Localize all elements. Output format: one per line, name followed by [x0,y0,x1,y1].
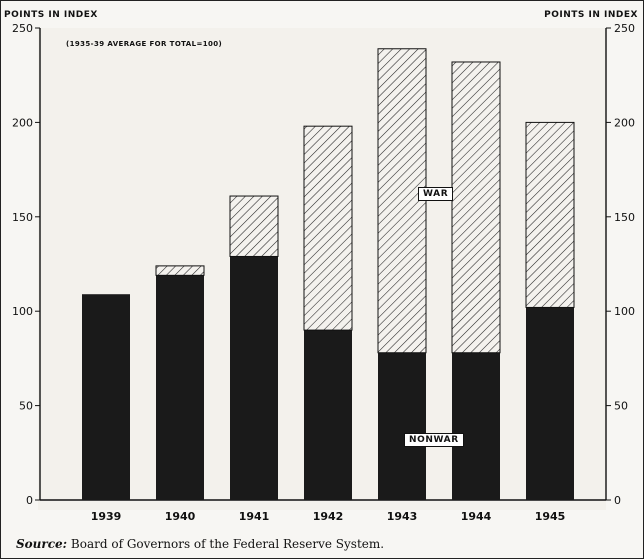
bar-war [155,265,205,276]
x-tick-label: 1941 [239,510,270,523]
war-series-label: WAR [418,186,454,201]
y-axis-title-left: POINTS IN INDEX [4,10,98,20]
bar-nonwar [526,307,574,500]
bar-war [525,121,575,308]
source-text: Board of Governors of the Federal Reserv… [70,537,385,551]
chart-note: (1935-39 AVERAGE FOR TOTAL=100) [66,40,223,48]
x-tick-label: 1939 [91,510,122,523]
y-tick-label-right: 0 [614,494,621,507]
y-tick-label-left: 50 [19,400,33,413]
x-tick-label: 1944 [461,510,492,523]
nonwar-series-label: NONWAR [404,433,464,448]
bar-nonwar [452,352,500,500]
bar-nonwar [230,256,278,500]
x-tick-label: 1945 [535,510,566,523]
source-note: Source: Board of Governors of the Federa… [16,537,384,551]
x-tick-label: 1943 [387,510,418,523]
bar-war [451,61,501,354]
y-tick-label-right: 250 [614,22,635,35]
bar-nonwar [156,275,204,500]
y-tick-label-left: 150 [12,211,33,224]
x-tick-label: 1942 [313,510,344,523]
y-tick-label-left: 250 [12,22,33,35]
y-axis-title-right: POINTS IN INDEX [544,10,638,20]
x-tick-label: 1940 [165,510,196,523]
y-tick-label-right: 50 [614,400,628,413]
bar-war [377,48,427,354]
y-tick-label-left: 100 [12,305,33,318]
y-tick-label-right: 100 [614,305,635,318]
y-tick-label-right: 200 [614,116,635,129]
y-tick-label-left: 0 [26,494,33,507]
y-tick-label-left: 200 [12,116,33,129]
source-label: Source: [16,537,68,551]
bar-nonwar [82,294,130,500]
bar-war [303,125,353,331]
bar-nonwar [378,352,426,500]
y-tick-label-right: 150 [614,211,635,224]
bar-nonwar [304,330,352,500]
bar-war [229,195,279,257]
